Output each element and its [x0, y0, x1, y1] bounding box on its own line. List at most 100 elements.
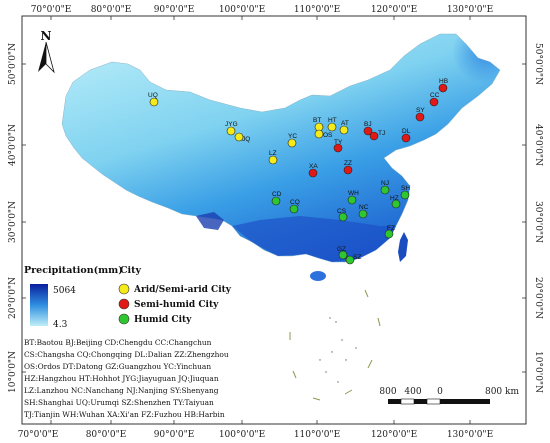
northeast-zone — [404, 34, 500, 124]
bottom-lon-label: 80°0'0"E — [86, 430, 127, 440]
city-marker-wh — [347, 195, 357, 205]
bottom-lon-label: 70°0'0"E — [18, 430, 59, 440]
city-label-jyg: JYG — [225, 121, 238, 128]
city-label-nj: NJ — [381, 180, 389, 187]
city-label-uq: UQ — [148, 92, 158, 99]
graticule-ticks — [22, 16, 526, 424]
city-marker-fz — [384, 229, 394, 239]
precip-max-label: 5064 — [53, 286, 76, 296]
city-marker-at — [339, 125, 349, 135]
city-marker-uq — [149, 97, 159, 107]
left-lat-label: 30°0'0"N — [8, 201, 18, 243]
scale-label: 800 — [379, 387, 396, 397]
city-marker-cd — [271, 196, 281, 206]
arid-legend-label: Arid/Semi-arid City — [133, 285, 232, 295]
city-marker-os — [314, 129, 324, 139]
hainan-island — [310, 271, 326, 281]
abbr-line: TJ:Tianjin WH:Wuhan XA:Xi'an FZ:Fuzhou H… — [24, 410, 225, 419]
precip-colorbar — [30, 284, 48, 326]
city-marker-nc — [358, 209, 368, 219]
scale-label: 400 — [404, 387, 421, 397]
city-marker-gz — [338, 250, 348, 260]
north-arrow: N — [38, 29, 55, 74]
south-humid-zone — [232, 216, 396, 262]
bottom-lon-label: 120°0'0"E — [371, 430, 417, 440]
humid-legend-icon — [118, 313, 130, 325]
city-label-os: OS — [323, 132, 333, 139]
city-marker-hz — [391, 199, 401, 209]
city-marker-hb — [438, 83, 448, 93]
left-lat-label: 40°0'0"N — [8, 124, 18, 166]
top-lon-label: 130°0'0"E — [447, 5, 493, 15]
city-marker-ht — [327, 122, 337, 132]
left-lat-label: 10°0'0"N — [8, 351, 18, 393]
taiwan-island — [398, 232, 408, 262]
abbreviation-key: BT:Baotou BJ:Beijing CD:Chengdu CC:Chang… — [24, 338, 229, 419]
city-marker-bj — [363, 126, 373, 136]
sichuan-wet-zone — [196, 212, 224, 230]
city-marker-sh — [400, 190, 410, 200]
scale-label: 800 km — [485, 387, 519, 397]
city-label-sz: SZ — [353, 254, 361, 261]
left-lat-label: 20°0'0"N — [8, 277, 18, 319]
top-lon-label: 110°0'0"E — [294, 5, 340, 15]
abbr-line: LZ:Lanzhou NC:Nanchang NJ:Nanjing SY:She… — [24, 386, 219, 395]
city-marker-lz — [268, 155, 278, 165]
scale-bar: 800 400 0 800 km — [379, 387, 519, 405]
city-marker-cs — [338, 212, 348, 222]
city-label-zz: ZZ — [344, 160, 352, 167]
city-marker-dl — [401, 133, 411, 143]
top-lon-label: 70°0'0"E — [31, 5, 72, 15]
city-label-cs: CS — [337, 208, 347, 215]
abbr-line: CS:Changsha CQ:Chongqing DL:Dalian ZZ:Zh… — [24, 350, 229, 359]
city-label-at: AT — [341, 120, 349, 127]
city-marker-nj — [380, 185, 390, 195]
precip-min-label: 4.3 — [53, 320, 68, 330]
bottom-lon-label: 100°0'0"E — [219, 430, 265, 440]
city-marker-sy — [415, 112, 425, 122]
city-label-ht: HT — [328, 117, 337, 124]
semi-humid-legend-icon — [118, 298, 130, 310]
city-marker-cc — [429, 97, 439, 107]
arid-legend-icon — [118, 283, 130, 295]
city-marker-sz — [345, 255, 355, 265]
bottom-lon-label: 130°0'0"E — [447, 430, 493, 440]
city-label-tj: TJ — [378, 130, 385, 137]
south-sea-islands — [319, 317, 357, 383]
abbr-line: SH:Shanghai UQ:Urumqi SZ:Shenzhen TY:Tai… — [24, 398, 214, 407]
top-lon-label: 90°0'0"E — [154, 5, 195, 15]
city-label-yc: YC — [288, 133, 297, 140]
city-label-xa: XA — [309, 163, 318, 170]
humid-legend-label: Humid City — [134, 315, 192, 325]
city-label-wh: WH — [348, 190, 359, 197]
abbr-line: OS:Ordos DT:Datong GZ:Guangzhou YC:Yinch… — [24, 362, 211, 371]
right-lat-label: 50°0'0"N — [533, 43, 543, 85]
north-label: N — [41, 29, 52, 43]
city-label-cd: CD — [272, 191, 282, 198]
city-marker-zz — [343, 165, 353, 175]
city-marker-xa — [308, 168, 318, 178]
left-lat-label: 50°0'0"N — [8, 43, 18, 85]
scale-label: 0 — [437, 387, 443, 397]
city-marker-jq — [234, 132, 244, 142]
right-lat-label: 40°0'0"N — [533, 124, 543, 166]
abbr-line: BT:Baotou BJ:Beijing CD:Chengdu CC:Chang… — [24, 338, 212, 347]
city-marker-ty — [333, 143, 343, 153]
city-label-fz: FZ — [387, 225, 395, 232]
city-label-ty: TY — [334, 139, 343, 146]
top-lon-label: 100°0'0"E — [219, 5, 265, 15]
top-lon-label: 80°0'0"E — [91, 5, 132, 15]
abbr-line: HZ:Hangzhou HT:Hohhot JYG:Jiayuguan JQ:J… — [24, 374, 219, 383]
city-marker-yc — [287, 138, 297, 148]
bottom-lon-label: 110°0'0"E — [294, 430, 340, 440]
city-label-sh: SH — [401, 185, 410, 192]
city-label-cc: CC — [430, 92, 440, 99]
city-label-gz: GZ — [337, 246, 346, 253]
right-lat-label: 30°0'0"N — [533, 201, 543, 243]
right-lat-label: 10°0'0"N — [533, 351, 543, 393]
precip-legend-title: Precipitation(mm) — [24, 265, 123, 276]
right-lat-label: 20°0'0"N — [533, 277, 543, 319]
city-label-hb: HB — [439, 78, 448, 85]
